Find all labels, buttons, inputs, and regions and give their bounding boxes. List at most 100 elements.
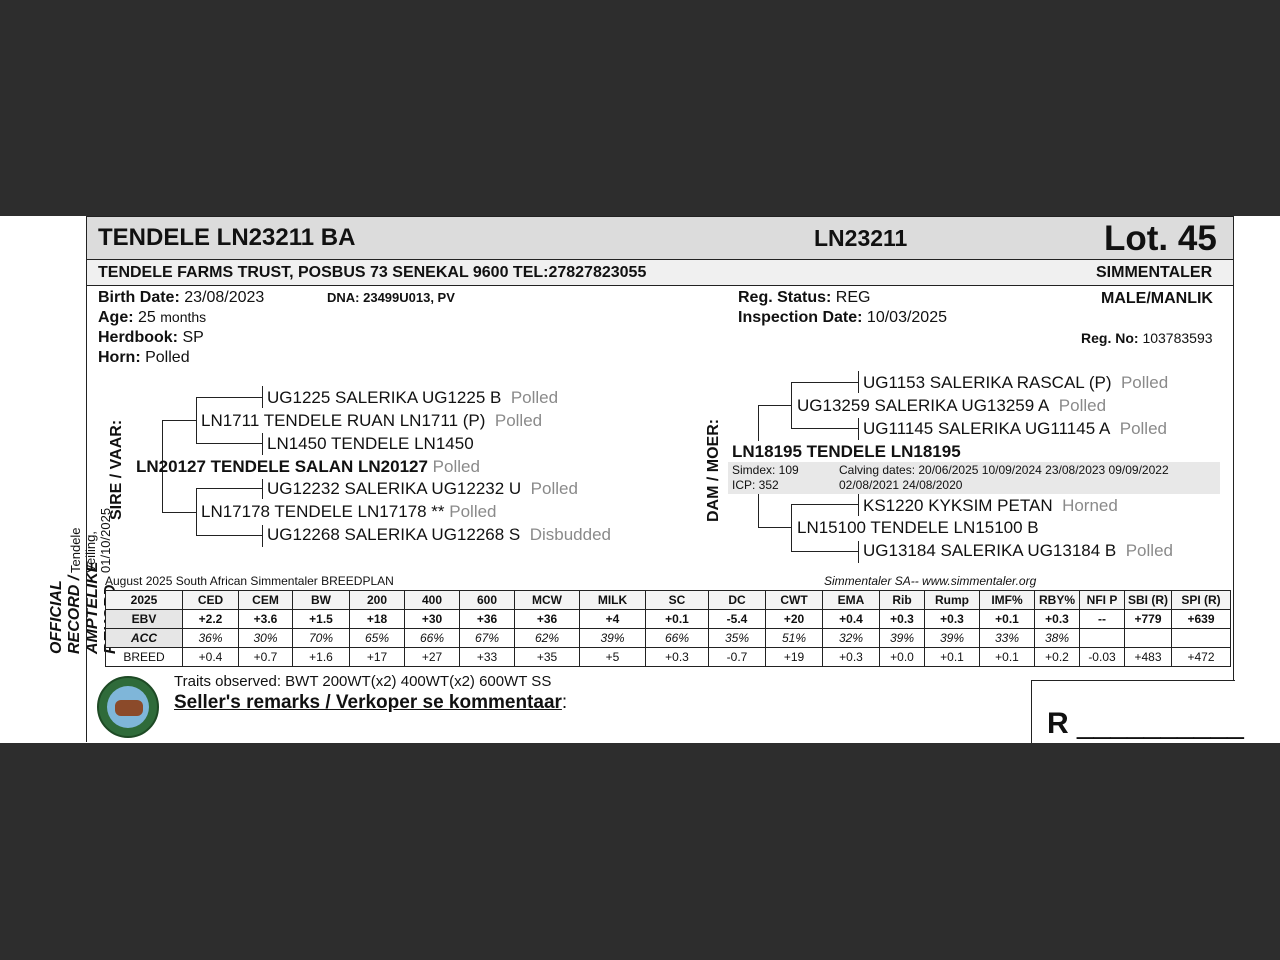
pedigree-line <box>791 504 858 505</box>
breed-cell: +0.3 <box>822 647 880 667</box>
ebv-cell: +20 <box>765 609 823 629</box>
ebv-cell: +0.3 <box>1034 609 1080 629</box>
age-label: Age: <box>98 309 134 326</box>
ancestor-horn: Disbudded <box>529 525 611 544</box>
breedplan-source: Simmentaler SA-- www.simmentaler.org <box>824 574 1037 588</box>
ancestor-name: UG11145 SALERIKA UG11145 A <box>863 419 1111 438</box>
headers-cell: MILK <box>579 590 646 610</box>
breedplan-caption: August 2025 South African Simmentaler BR… <box>105 574 394 588</box>
acc-cell: 30% <box>238 628 293 648</box>
ebv-cell: +36 <box>514 609 580 629</box>
ancestor-horn: Polled <box>494 411 543 430</box>
breed-cell: +0.0 <box>879 647 925 667</box>
pedigree-line <box>858 494 859 516</box>
headers-cell: RBY% <box>1034 590 1080 610</box>
breed-cell: +472 <box>1171 647 1231 667</box>
headers-cell: CED <box>182 590 239 610</box>
price-box <box>1031 680 1235 743</box>
ebv-cell: +2.2 <box>182 609 239 629</box>
sire-dam-sire: UG12232 SALERIKA UG12232 U Polled <box>267 479 578 499</box>
pedigree-line <box>858 371 859 393</box>
acc-cell <box>1124 628 1172 648</box>
age: Age: 25 months <box>98 309 206 327</box>
calving-dates-cont: 02/08/2021 24/08/2020 <box>839 478 963 492</box>
birth-date: Birth Date: 23/08/2023 <box>98 289 264 307</box>
ancestor-horn: Polled <box>1119 419 1167 438</box>
acc-cell <box>1079 628 1125 648</box>
acc-cell: 36% <box>182 628 239 648</box>
headers-cell: 200 <box>349 590 405 610</box>
acc-cell <box>1171 628 1231 648</box>
sire-sire-dam: LN1450 TENDELE LN1450 <box>267 434 474 454</box>
ebv-cell: +779 <box>1124 609 1172 629</box>
birth-date-label: Birth Date: <box>98 289 180 306</box>
ancestor-horn: Polled <box>510 388 559 407</box>
breed-cell: +35 <box>514 647 580 667</box>
ancestor-name: KS1220 KYKSIM PETAN <box>863 496 1053 515</box>
title-bar <box>87 217 1233 260</box>
ebv-cell: +4 <box>579 609 646 629</box>
sire-name: LN20127 TENDELE SALAN LN20127 <box>136 457 428 476</box>
ebv-cell: +30 <box>404 609 460 629</box>
animal-name: TENDELE LN23211 BA <box>98 224 356 251</box>
ancestor-name: LN1711 TENDELE RUAN LN1711 (P) <box>201 411 486 430</box>
headers-cell: CWT <box>765 590 823 610</box>
acc-cell: 32% <box>822 628 880 648</box>
ebv-cell: EBV <box>105 609 183 629</box>
dna-info: DNA: 23499U013, PV <box>327 290 455 305</box>
reg-status: Reg. Status: REG <box>738 289 870 307</box>
birth-date-value: 23/08/2023 <box>184 289 265 306</box>
age-value: 25 <box>138 309 156 326</box>
pedigree-line <box>196 397 262 398</box>
horn-value: Polled <box>145 349 190 366</box>
price-blank: __________ <box>1077 707 1244 740</box>
table-header-row: 2025 CED CEM BW 200 400 600 MCW MILK SC DC CWT EMA Ri… <box>105 590 1231 610</box>
breed-name: SIMMENTALER <box>1096 264 1213 281</box>
pedigree-line <box>196 488 197 535</box>
breed-cell: +0.7 <box>238 647 293 667</box>
pedigree-line <box>196 535 262 536</box>
pedigree-line <box>262 433 263 455</box>
price-entry[interactable]: R __________ <box>1047 707 1244 741</box>
dam-dam-sire: KS1220 KYKSIM PETAN Horned <box>863 496 1118 516</box>
breed-cell: BREED <box>105 647 183 667</box>
dam-performance-box <box>728 462 1220 494</box>
dam-sire-dam: UG11145 SALERIKA UG11145 A Polled <box>863 419 1167 439</box>
ebv-cell: +639 <box>1171 609 1231 629</box>
headers-cell: Rump <box>924 590 980 610</box>
headers-cell: MCW <box>514 590 580 610</box>
herdbook-value: SP <box>182 329 204 346</box>
pedigree-line <box>262 386 263 408</box>
herdbook: Herdbook: SP <box>98 329 204 347</box>
sire: LN20127 TENDELE SALAN LN20127 Polled <box>136 457 480 477</box>
age-unit: months <box>160 309 207 325</box>
acc-cell: 39% <box>579 628 646 648</box>
breed-cell: -0.03 <box>1079 647 1125 667</box>
acc-cell: 38% <box>1034 628 1080 648</box>
dam-sire: UG13259 SALERIKA UG13259 A Polled <box>797 396 1106 416</box>
headers-cell: CEM <box>238 590 293 610</box>
breed-cell: +0.4 <box>182 647 239 667</box>
sex: MALE/MANLIK <box>1101 290 1213 307</box>
breed-cell: +0.1 <box>979 647 1035 667</box>
acc-cell: 51% <box>765 628 823 648</box>
dam-sire-sire: UG1153 SALERIKA RASCAL (P) Polled <box>863 373 1168 393</box>
inspection-date-label: Inspection Date: <box>738 309 863 326</box>
breed-cell: +483 <box>1124 647 1172 667</box>
simdex: Simdex: 109 <box>732 463 799 477</box>
ebv-cell: -- <box>1079 609 1125 629</box>
reg-number-label: Reg. No: <box>1081 330 1139 346</box>
sellers-remarks: Seller's remarks / Verkoper se kommentaa… <box>174 692 567 714</box>
pedigree-line <box>196 488 262 489</box>
owner-text: TENDELE FARMS TRUST, POSBUS 73 SENEKAL 9… <box>98 264 647 281</box>
headers-cell: EMA <box>822 590 880 610</box>
horn-label: Horn: <box>98 349 141 366</box>
pedigree-line <box>262 479 263 499</box>
reg-status-label: Reg. Status: <box>738 289 832 306</box>
ancestor-name: UG13259 SALERIKA UG13259 A <box>797 396 1050 415</box>
pedigree-line <box>791 382 858 383</box>
breed-cell: +33 <box>459 647 515 667</box>
ebv-cell: +0.1 <box>645 609 709 629</box>
dam-dam-dam: UG13184 SALERIKA UG13184 B Polled <box>863 541 1173 561</box>
headers-cell: NFI P <box>1079 590 1125 610</box>
